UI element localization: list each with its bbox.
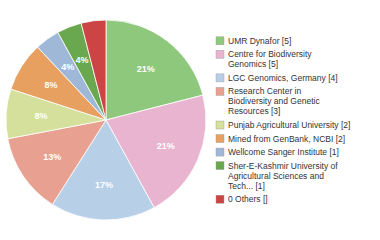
data-label: 17%	[95, 180, 113, 190]
legend-swatch	[216, 195, 224, 203]
pie	[6, 20, 206, 220]
legend-label-line: Research Center in	[228, 86, 302, 96]
legend-label: LGC Genomics, Germany [4]	[228, 73, 338, 83]
legend-label-line: Wellcome Sanger Institute [1]	[228, 147, 339, 157]
legend-label-line: Tech... [1]	[228, 181, 265, 191]
legend-label: Mined from GenBank, NCBI [2]	[228, 134, 345, 144]
legend-label-line: Mined from GenBank, NCBI [2]	[228, 134, 345, 144]
legend-label: Punjab Agricultural University [2]	[228, 120, 350, 130]
legend-swatch	[216, 135, 224, 143]
legend-swatch	[216, 162, 224, 170]
data-labels: 21%21%17%13%8%8%4%4%	[35, 55, 175, 190]
legend-label-line: Agricultural Sciences and	[228, 171, 324, 181]
legend-label-line: Resources [3]	[228, 106, 280, 116]
data-label: 13%	[43, 152, 61, 162]
legend-swatch	[216, 50, 224, 58]
legend-label: Wellcome Sanger Institute [1]	[228, 147, 339, 157]
legend-label-line: Biodiversity and Genetic	[228, 96, 320, 106]
legend-label-line: UMR Dynafor [5]	[228, 36, 291, 46]
legend-label-line: 0 Others []	[228, 194, 268, 204]
legend-swatch	[216, 148, 224, 156]
data-label: 21%	[137, 64, 155, 74]
legend-label-line: Punjab Agricultural University [2]	[228, 120, 350, 130]
data-label: 21%	[157, 141, 175, 151]
legend-label: Centre for BiodiversityGenomics [5]	[228, 49, 312, 69]
legend-swatch	[216, 121, 224, 129]
legend-label: UMR Dynafor [5]	[228, 36, 291, 46]
legend-label-line: Genomics [5]	[228, 59, 278, 69]
legend-label-line: Sher-E-Kashmir University of	[228, 161, 338, 171]
legend-swatch	[216, 74, 224, 82]
legend-label: 0 Others []	[228, 194, 268, 204]
legend-label: Sher-E-Kashmir University ofAgricultural…	[228, 161, 338, 191]
legend-label: Research Center inBiodiversity and Genet…	[228, 86, 320, 116]
legend-label-line: Centre for Biodiversity	[228, 49, 312, 59]
pie-slice	[81, 20, 106, 120]
chart-container: 21%21%17%13%8%8%4%4%UMR Dynafor [5]Centr…	[0, 0, 380, 240]
data-label: 8%	[45, 80, 58, 90]
legend-swatch	[216, 87, 224, 95]
legend-label-line: LGC Genomics, Germany [4]	[228, 73, 338, 83]
chart: 21%21%17%13%8%8%4%4%UMR Dynafor [5]Centr…	[0, 0, 380, 240]
data-label: 8%	[35, 111, 48, 121]
legend-swatch	[216, 37, 224, 45]
data-label: 4%	[76, 55, 89, 65]
data-label: 4%	[61, 62, 74, 72]
legend: UMR Dynafor [5] Centre for BiodiversityGe…	[216, 36, 350, 204]
